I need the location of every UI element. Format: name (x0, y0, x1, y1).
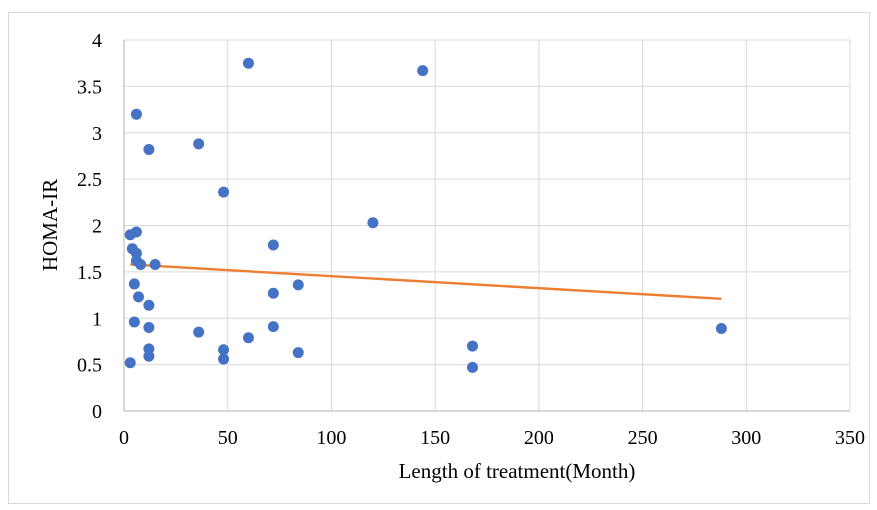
x-tick-label: 200 (524, 427, 554, 449)
y-tick-label: 2.5 (77, 169, 102, 191)
x-tick-label: 350 (835, 427, 865, 449)
trendline-group (130, 263, 722, 300)
data-point (267, 287, 279, 299)
x-tick-labels: 0 50 100 150 200 250 300 350 (119, 427, 865, 449)
y-tick-label: 1 (92, 308, 102, 330)
x-tick-label: 0 (119, 427, 129, 449)
chart-frame (8, 12, 870, 504)
y-tick-label: 0.5 (77, 355, 102, 377)
data-point (193, 326, 205, 338)
data-point (149, 258, 161, 270)
y-tick-label: 4 (92, 30, 102, 52)
axes (123, 40, 850, 412)
data-point (417, 65, 429, 77)
y-tick-label: 3 (92, 123, 102, 145)
data-point (218, 344, 230, 356)
data-point (143, 350, 155, 362)
data-point (715, 322, 727, 334)
y-tick-labels: 0 0.5 1 1.5 2 2.5 3 3.5 4 (77, 30, 102, 423)
y-tick-label: 3.5 (77, 76, 102, 98)
data-point (292, 279, 304, 291)
x-tick-label: 50 (218, 427, 238, 449)
data-point (242, 332, 254, 344)
y-tick-label: 1.5 (77, 262, 102, 284)
x-tick-label: 300 (731, 427, 761, 449)
x-tick-label: 100 (316, 427, 346, 449)
trendline (130, 263, 722, 300)
data-point (143, 322, 155, 334)
x-tick-label: 150 (420, 427, 450, 449)
gridlines (124, 39, 851, 411)
data-point (292, 347, 304, 359)
data-points (124, 57, 727, 373)
data-point (130, 108, 142, 120)
data-point (193, 138, 205, 150)
data-point (267, 239, 279, 251)
data-point (128, 278, 140, 290)
data-point (130, 226, 142, 238)
data-point (466, 340, 478, 352)
data-point (267, 321, 279, 333)
data-point (124, 357, 136, 369)
data-point (133, 291, 145, 303)
data-point (143, 143, 155, 155)
data-point (128, 316, 140, 328)
y-tick-label: 0 (92, 401, 102, 423)
x-axis-label: Length of treatment(Month) (399, 459, 636, 483)
data-point (218, 353, 230, 365)
data-point (143, 299, 155, 311)
data-point (367, 217, 379, 229)
data-point (218, 186, 230, 198)
y-axis-label: HOMA-IR (38, 179, 62, 271)
x-tick-label: 250 (628, 427, 658, 449)
data-point (466, 361, 478, 373)
data-point (242, 57, 254, 69)
y-tick-label: 2 (92, 216, 102, 238)
data-point (135, 258, 147, 270)
